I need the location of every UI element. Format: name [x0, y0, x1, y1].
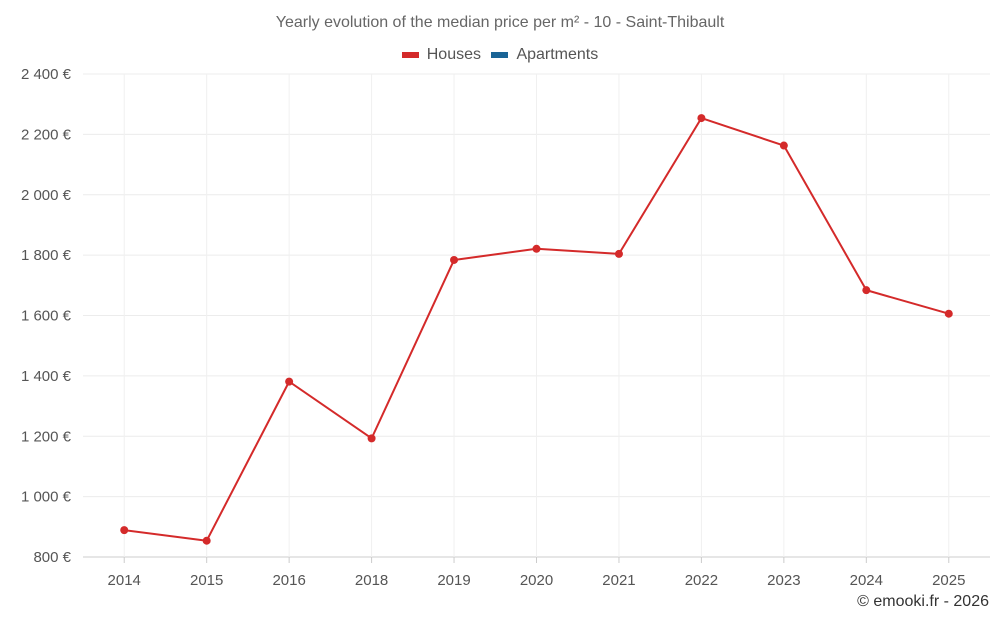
x-tick-label: 2016: [272, 572, 305, 589]
chart-title: Yearly evolution of the median price per…: [275, 14, 725, 31]
data-point-houses: [202, 536, 211, 545]
data-point-houses: [862, 286, 871, 295]
x-tick-label: 2014: [108, 572, 141, 589]
legend-item-apartments[interactable]: Apartments: [491, 46, 598, 64]
data-point-houses: [120, 526, 129, 535]
y-tick-label: 1 000 €: [21, 489, 72, 506]
y-tick-label: 800 €: [33, 549, 71, 566]
x-tick-label: 2022: [685, 572, 718, 589]
x-tick-label: 2025: [932, 572, 965, 589]
y-tick-label: 2 400 €: [21, 66, 72, 83]
data-point-houses: [944, 309, 953, 318]
copyright-notice: © emooki.fr - 2026: [857, 593, 989, 610]
y-tick-label: 1 800 €: [21, 247, 72, 264]
legend-swatch-houses: [401, 52, 419, 58]
y-tick-label: 2 000 €: [21, 187, 72, 204]
data-point-houses: [450, 255, 459, 264]
data-point-houses: [614, 249, 623, 258]
legend: Houses Apartments: [0, 45, 1000, 64]
x-tick-label: 2024: [850, 572, 883, 589]
data-point-houses: [285, 377, 294, 386]
legend-swatch-apartments: [491, 52, 509, 58]
x-tick-label: 2023: [767, 572, 800, 589]
data-point-houses: [779, 141, 788, 150]
y-tick-label: 1 400 €: [21, 368, 72, 385]
y-tick-label: 1 600 €: [21, 308, 72, 325]
legend-item-houses[interactable]: Houses: [401, 46, 481, 64]
x-tick-label: 2018: [355, 572, 388, 589]
x-tick-label: 2020: [520, 572, 553, 589]
y-tick-label: 1 200 €: [21, 428, 72, 445]
x-tick-label: 2015: [190, 572, 223, 589]
legend-label-apartments: Apartments: [516, 46, 599, 63]
data-point-houses: [697, 114, 706, 123]
x-tick-label: 2021: [602, 572, 635, 589]
legend-label-houses: Houses: [426, 46, 481, 63]
data-point-houses: [367, 434, 376, 443]
y-tick-label: 2 200 €: [21, 126, 72, 143]
data-point-houses: [532, 244, 541, 253]
x-tick-label: 2019: [437, 572, 470, 589]
